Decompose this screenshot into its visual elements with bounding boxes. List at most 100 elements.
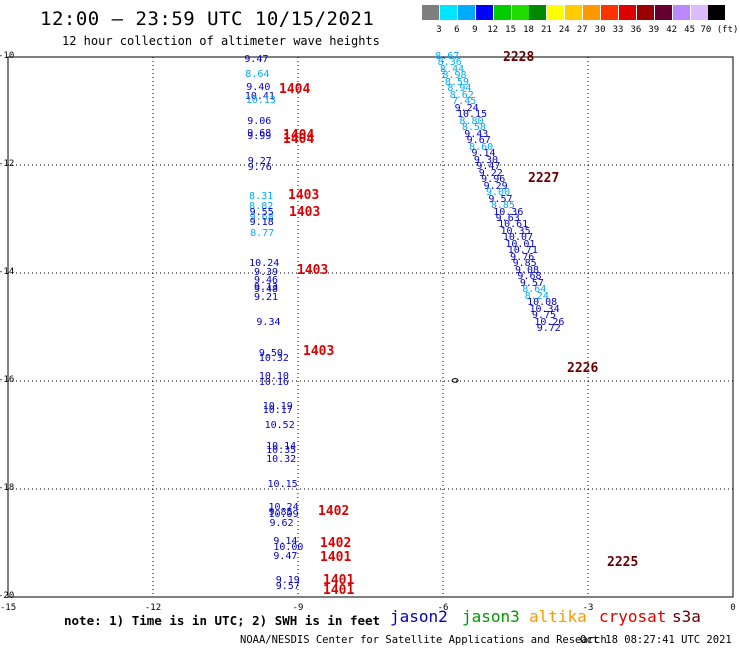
wave-height-mark: 10.32 xyxy=(258,353,289,365)
pass-number-label: 2228 xyxy=(503,50,535,65)
wave-height-mark: 9.48 xyxy=(254,284,279,296)
map-subtitle: 12 hour collection of altimeter wave hei… xyxy=(62,34,380,48)
pass-number-label: 1401 xyxy=(323,583,355,598)
x-tick-label: 0 xyxy=(730,603,736,613)
wave-height-mark: 10.16 xyxy=(258,376,289,388)
wave-height-mark: 7.45 xyxy=(452,96,477,108)
wave-height-mark: 9.76 xyxy=(247,161,272,173)
y-tick-label: -10 xyxy=(0,51,15,61)
wave-height-mark: 9.50 xyxy=(258,348,283,359)
wave-height-mark: 10.35 xyxy=(266,445,297,457)
wave-height-mark: 9.30 xyxy=(473,154,498,166)
wave-height-mark: 10.00 xyxy=(273,541,304,553)
y-tick-label: -16 xyxy=(0,375,15,385)
wave-height-mark: 8.36 xyxy=(437,57,462,69)
wave-height-mark: 8.80 xyxy=(459,115,484,127)
pass-number-label: 1404 xyxy=(283,128,315,143)
wave-height-mark: 9.85 xyxy=(268,506,293,518)
wave-height-mark: 10.24 xyxy=(268,502,299,514)
pass-number-label: 1403 xyxy=(297,263,329,278)
wave-height-mark: 10.17 xyxy=(262,404,293,416)
wave-height-mark: 9.39 xyxy=(254,267,279,278)
x-tick-label: -15 xyxy=(0,603,17,613)
wave-height-mark: 10.34 xyxy=(529,303,560,315)
plot-frame xyxy=(7,56,734,598)
wave-height-mark: 9.34 xyxy=(256,317,281,329)
colorbar-swatch xyxy=(565,5,583,20)
wave-height-mark: 8.77 xyxy=(250,227,275,239)
pass-number-label: 1402 xyxy=(318,504,350,519)
colorbar-label: 45 xyxy=(684,25,696,35)
wave-height-mark: 9.46 xyxy=(254,275,279,287)
wave-height-mark: 9.00 xyxy=(486,187,511,199)
wave-height-mark: 10.35 xyxy=(500,225,531,237)
wave-height-mark: 8.67 xyxy=(435,51,460,62)
wave-height-mark: 9.18 xyxy=(249,217,274,229)
wave-height-mark: 9.14 xyxy=(273,536,298,548)
colorbar-swatch xyxy=(511,5,529,20)
colorbar-swatch xyxy=(636,5,654,20)
wave-height-mark: 8.98 xyxy=(442,70,467,82)
wave-height-mark: 9.13 xyxy=(254,281,279,293)
legend-s3a: s3a xyxy=(672,607,701,626)
colorbar-swatch xyxy=(654,5,672,20)
y-tick-label: -14 xyxy=(0,267,15,277)
wave-height-mark: 10.61 xyxy=(498,219,529,231)
colorbar-label: 3 xyxy=(436,25,442,35)
wave-height-mark: 8.60 xyxy=(469,141,494,153)
wave-height-mark: 10.07 xyxy=(502,232,534,244)
colorbar-label: 70 (ft) xyxy=(700,25,739,35)
colorbar-label: 6 xyxy=(454,25,460,35)
wave-height-mark: 10.01 xyxy=(505,238,536,250)
wave-height-mark: 9.72 xyxy=(536,323,561,335)
wave-height-mark: 10.15 xyxy=(457,109,488,121)
wave-height-mark: 8.62 xyxy=(449,89,474,101)
wave-height-mark: 10.32 xyxy=(266,453,297,465)
wave-height-mark: 9.68 xyxy=(517,271,542,283)
wave-height-mark: 9.08 xyxy=(515,264,540,276)
colorbar-swatch xyxy=(457,5,475,20)
pass-number-label: 1401 xyxy=(323,573,355,588)
y-tick-label: -12 xyxy=(0,159,15,169)
colorbar-label: 27 xyxy=(576,25,588,35)
wave-height-mark: 9.21 xyxy=(254,292,279,304)
wave-height-mark: 10.36 xyxy=(493,206,524,218)
wave-height-mark: 9.24 xyxy=(454,102,479,114)
pass-number-label: 1403 xyxy=(288,188,320,203)
wave-height-mark: 10.14 xyxy=(266,441,297,453)
wave-height-mark: 8.58 xyxy=(461,122,486,134)
x-tick-label: -6 xyxy=(437,603,449,613)
wave-height-mark: 9.63 xyxy=(495,213,520,224)
wave-height-mark: 9.40 xyxy=(246,81,271,93)
wave-height-mark: 9.47 xyxy=(476,161,501,173)
wave-height-mark: 8.64 xyxy=(245,69,270,81)
pass-number-label: 2227 xyxy=(528,171,560,186)
y-tick-label: -18 xyxy=(0,483,15,493)
colorbar-swatch xyxy=(601,5,618,20)
legend-jason2: jason2 xyxy=(390,607,448,626)
wave-height-mark: 9.57 xyxy=(488,193,513,205)
pass-number-label: 1402 xyxy=(320,536,352,551)
colorbar-swatch xyxy=(475,5,493,20)
wave-height-mark: 9.68 xyxy=(247,127,272,139)
colorbar-swatch xyxy=(422,5,439,20)
colorbar-swatch xyxy=(547,5,565,20)
colorbar-swatch xyxy=(690,5,708,20)
wave-height-mark: 8.31 xyxy=(249,191,274,203)
wave-height-mark: 9.67 xyxy=(466,135,491,147)
wave-height-mark: 10.52 xyxy=(264,420,295,432)
x-tick-label: -12 xyxy=(144,603,162,613)
y-tick-label: -20 xyxy=(0,591,15,601)
wave-height-mark: 8.59 xyxy=(444,76,469,88)
colorbar-label: 36 xyxy=(630,25,642,35)
wave-height-mark: 9.22 xyxy=(478,167,503,179)
colorbar-label: 39 xyxy=(648,25,660,35)
x-tick-label: -9 xyxy=(292,603,304,613)
footnote: note: 1) Time is in UTC; 2) SWH is in fe… xyxy=(64,613,381,628)
legend-altika: altika xyxy=(529,607,587,626)
wave-height-mark: 9.76 xyxy=(510,251,535,263)
colorbar-swatch xyxy=(439,5,457,20)
wave-height-mark: 10.26 xyxy=(534,316,565,328)
